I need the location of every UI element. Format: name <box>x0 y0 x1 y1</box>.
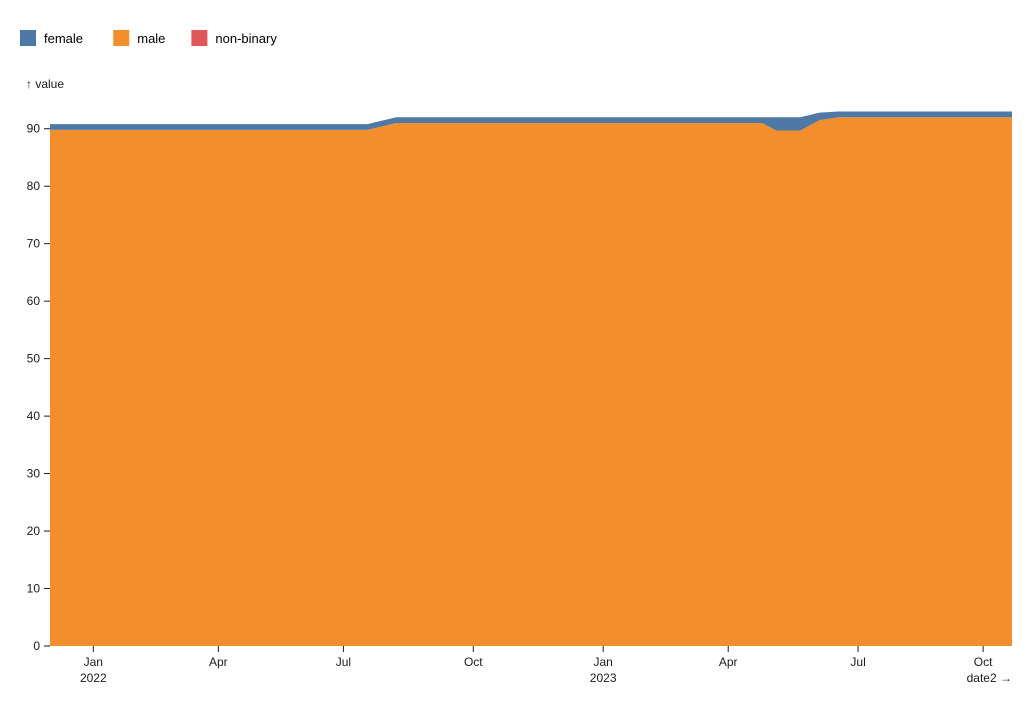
x-tick-label-year: 2022 <box>80 671 107 685</box>
legend-label-female: female <box>44 31 83 46</box>
x-tick-label: Apr <box>209 655 228 669</box>
areas <box>50 111 1012 646</box>
y-tick-label: 60 <box>27 294 41 308</box>
y-tick-label: 50 <box>27 352 41 366</box>
x-tick-label: Jul <box>336 655 351 669</box>
x-axis-label: date2 → <box>967 671 1012 685</box>
y-tick-label: 20 <box>27 524 41 538</box>
y-tick-label: 70 <box>27 237 41 251</box>
legend-label-male: male <box>137 31 165 46</box>
y-tick-label: 30 <box>27 467 41 481</box>
y-tick-label: 40 <box>27 409 41 423</box>
x-tick-label: Oct <box>464 655 483 669</box>
x-tick-label: Jan <box>593 655 612 669</box>
x-tick-label: Apr <box>719 655 738 669</box>
x-tick-label: Jan <box>84 655 103 669</box>
legend-swatch-female <box>20 30 36 46</box>
stacked-area-chart: female male non-binary 0 10 20 30 40 50 60 70 80 90 ↑… <box>0 0 1024 716</box>
legend-swatch-non-binary <box>191 30 207 46</box>
legend-label-non-binary: non-binary <box>215 31 277 46</box>
area-male <box>50 117 1012 646</box>
x-tick-label: Jul <box>850 655 865 669</box>
y-tick-label: 80 <box>27 179 41 193</box>
y-tick-label: 10 <box>27 582 41 596</box>
x-tick-label-year: 2023 <box>590 671 617 685</box>
legend: female male non-binary <box>20 30 277 46</box>
y-tick-label: 0 <box>33 639 40 653</box>
y-tick-label: 90 <box>27 122 41 136</box>
y-axis-label: ↑ value <box>26 77 64 91</box>
x-tick-label: Oct <box>974 655 993 669</box>
chart-svg: female male non-binary 0 10 20 30 40 50 60 70 80 90 ↑… <box>0 0 1024 716</box>
legend-swatch-male <box>113 30 129 46</box>
